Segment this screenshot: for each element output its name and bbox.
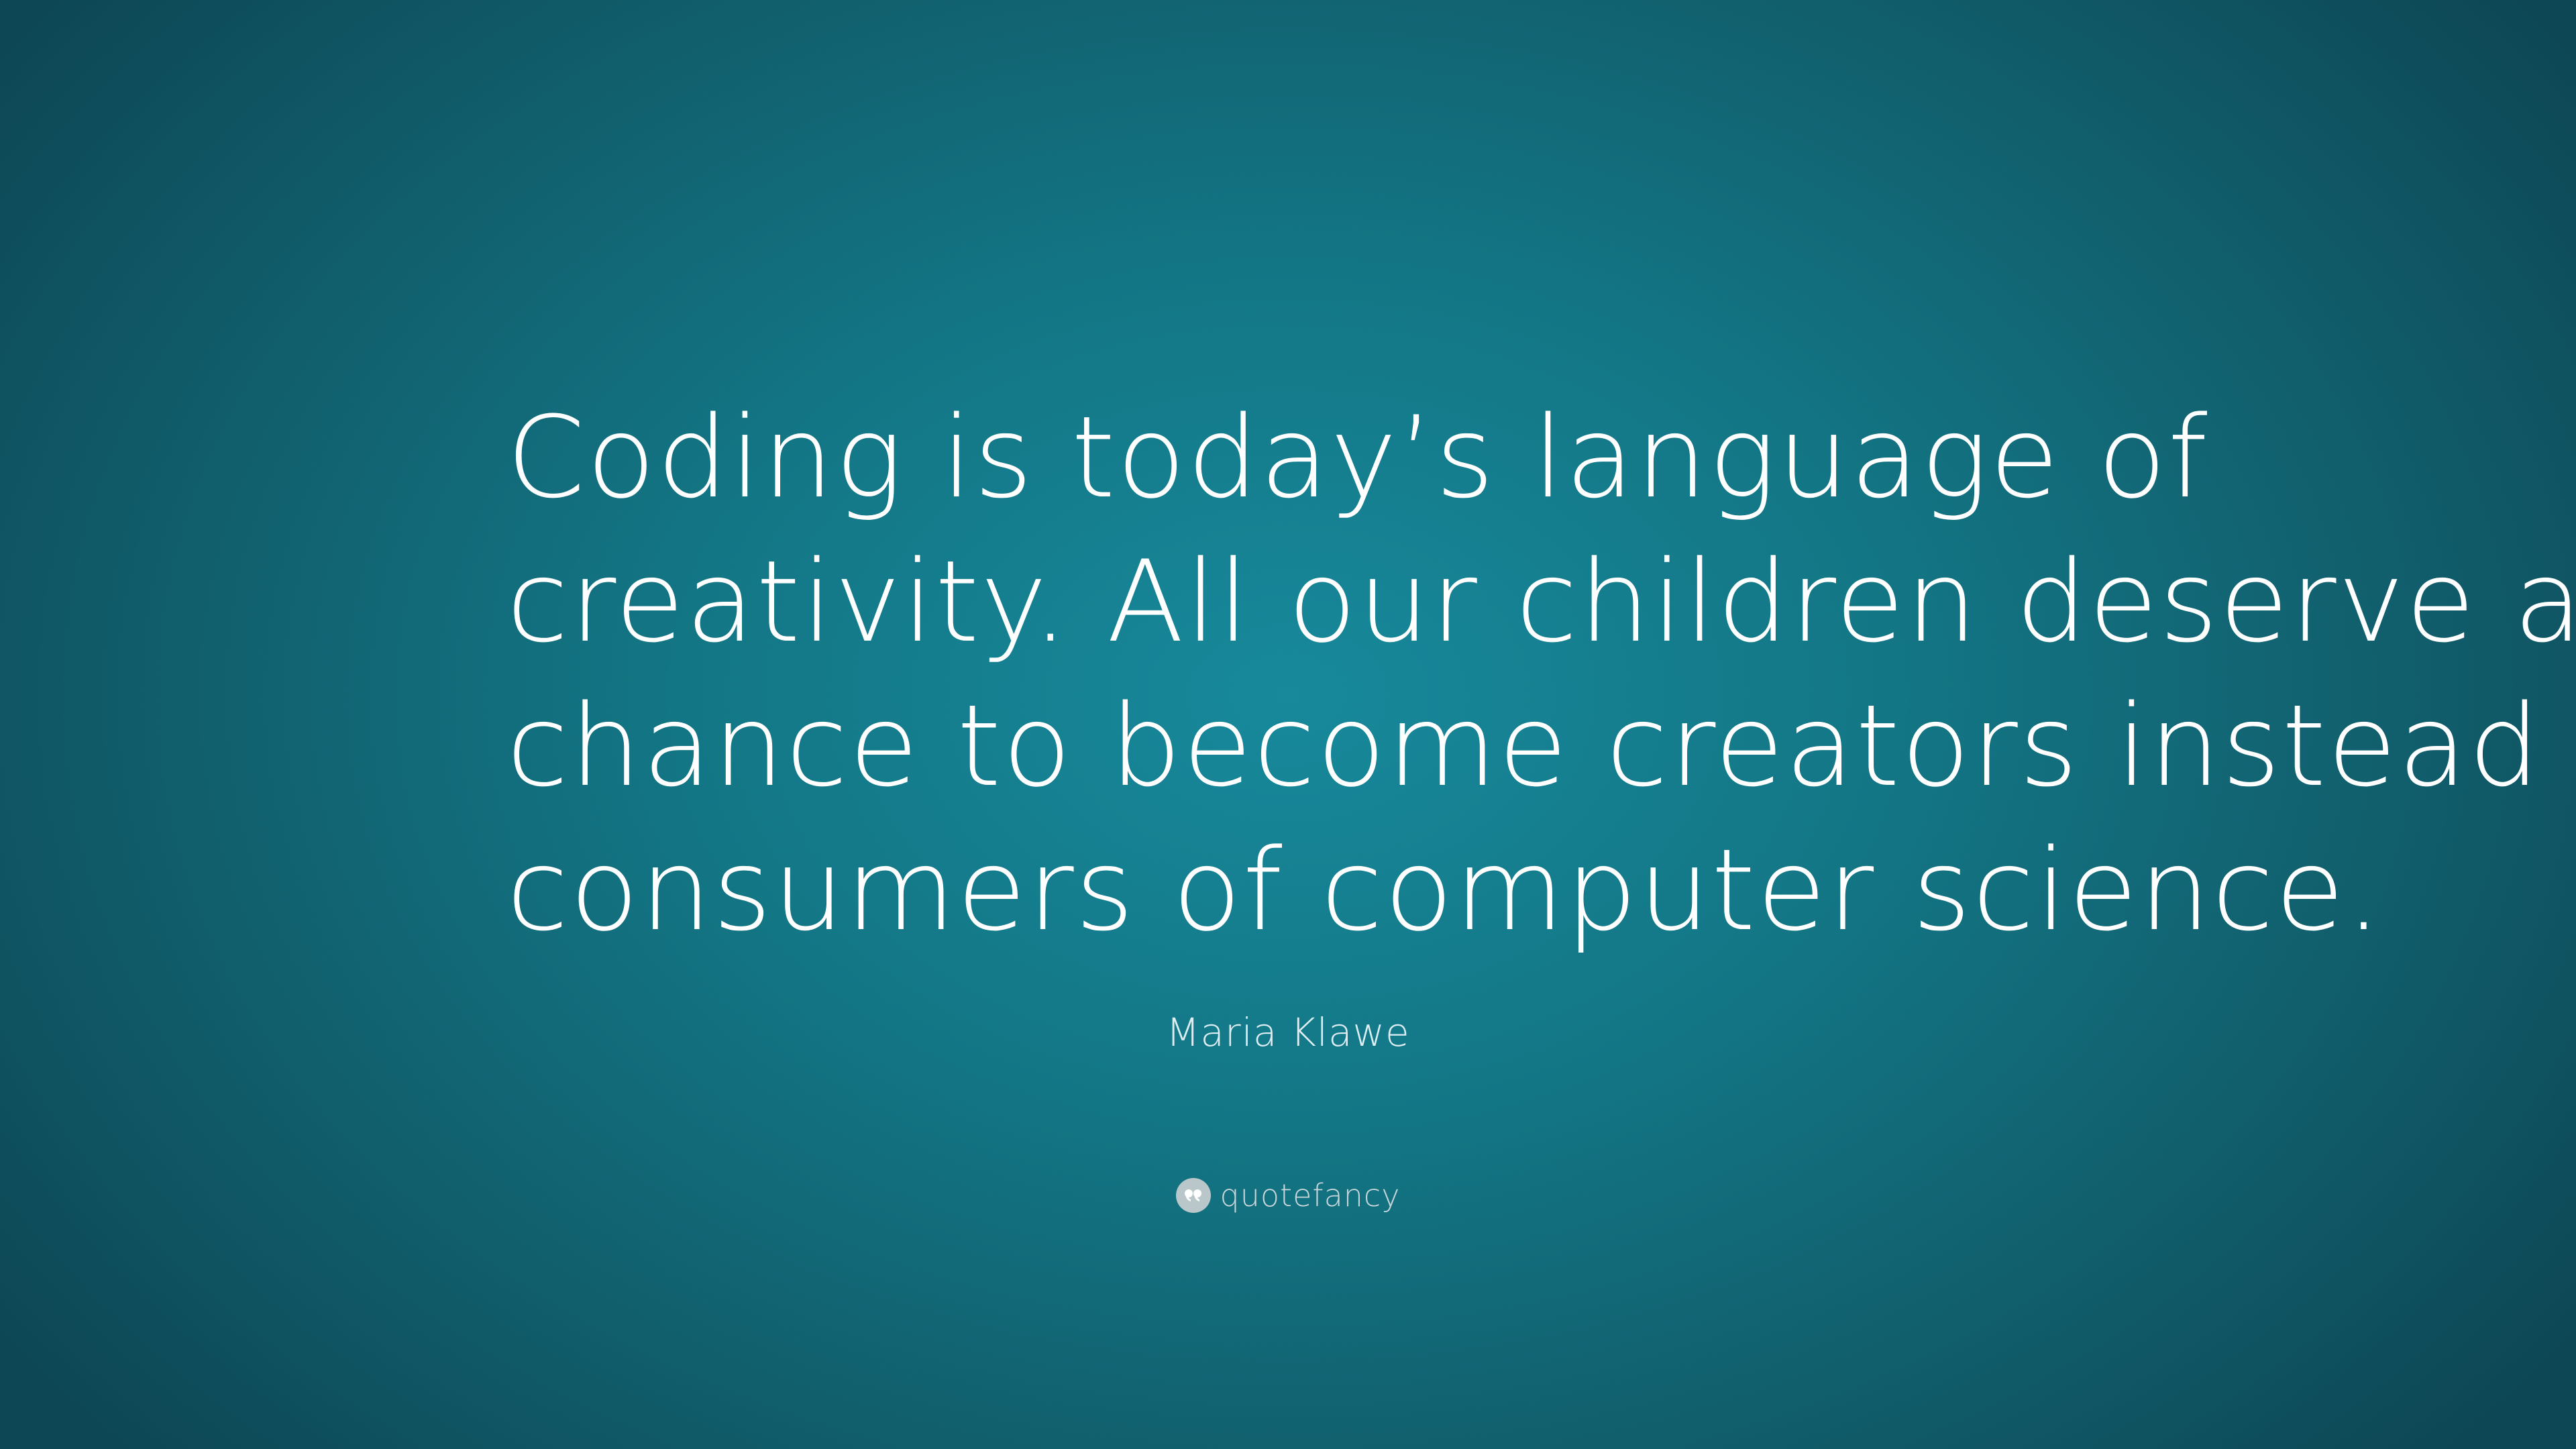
quote-line: consumers of computer science. (506, 824, 2383, 956)
quote-line: creativity. All our children deserve a (506, 536, 2576, 667)
quote-line: chance to become creators instead (506, 680, 2542, 812)
brand-watermark: quotefancy (0, 1177, 2576, 1214)
quote-mark-icon (1175, 1178, 1211, 1213)
quote-text: Coding is today’s language of creativity… (506, 386, 2576, 963)
quote-author: Maria Klawe (1166, 1010, 1410, 1055)
quote-line: Coding is today’s language of (506, 392, 2209, 523)
brand-name: quotefancy (1220, 1177, 1401, 1214)
